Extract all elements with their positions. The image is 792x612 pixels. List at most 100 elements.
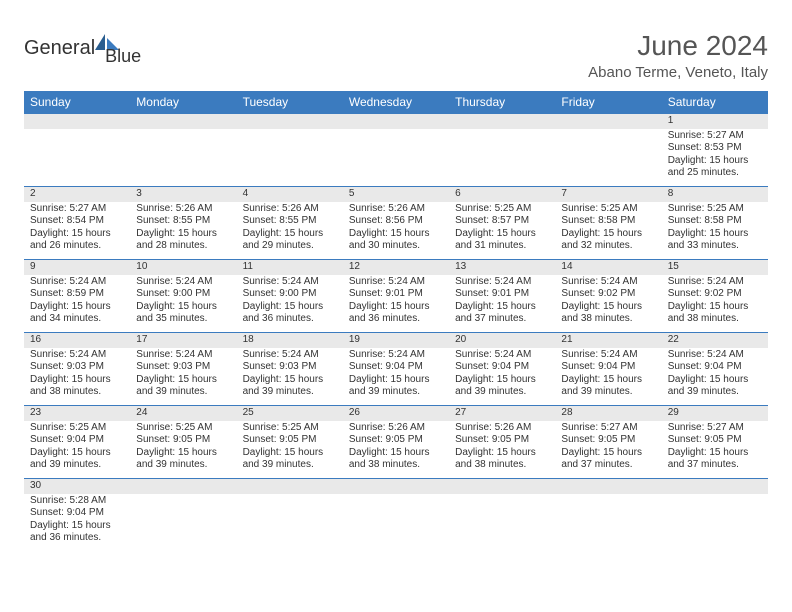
daylight-line: Daylight: 15 hours and 39 minutes. [668,374,762,399]
sunset-line: Sunset: 9:05 PM [136,434,230,447]
day-number: 16 [24,333,130,348]
day-details: Sunrise: 5:27 AMSunset: 9:05 PMDaylight:… [555,421,661,474]
calendar-day-cell: 5Sunrise: 5:26 AMSunset: 8:56 PMDaylight… [343,187,449,260]
day-details: Sunrise: 5:24 AMSunset: 9:03 PMDaylight:… [130,348,236,401]
day-number: 29 [662,406,768,421]
day-number: 22 [662,333,768,348]
sunrise-line: Sunrise: 5:25 AM [668,203,762,216]
day-number-bar [237,479,343,494]
day-number: 5 [343,187,449,202]
sunset-line: Sunset: 8:59 PM [30,288,124,301]
daylight-line: Daylight: 15 hours and 39 minutes. [243,374,337,399]
sunrise-line: Sunrise: 5:24 AM [455,349,549,362]
day-number: 26 [343,406,449,421]
sunrise-line: Sunrise: 5:28 AM [30,495,124,508]
day-number: 9 [24,260,130,275]
calendar-empty-cell [24,114,130,187]
day-number: 13 [449,260,555,275]
daylight-line: Daylight: 15 hours and 39 minutes. [136,447,230,472]
day-number-bar [449,114,555,129]
day-number-bar [130,479,236,494]
calendar-day-cell: 6Sunrise: 5:25 AMSunset: 8:57 PMDaylight… [449,187,555,260]
daylight-line: Daylight: 15 hours and 37 minutes. [668,447,762,472]
sunset-line: Sunset: 9:04 PM [30,434,124,447]
daylight-line: Daylight: 15 hours and 34 minutes. [30,301,124,326]
sunrise-line: Sunrise: 5:24 AM [243,276,337,289]
daylight-line: Daylight: 15 hours and 39 minutes. [349,374,443,399]
sunset-line: Sunset: 9:01 PM [349,288,443,301]
sunrise-line: Sunrise: 5:27 AM [668,130,762,143]
sunset-line: Sunset: 9:04 PM [455,361,549,374]
sunset-line: Sunset: 9:01 PM [455,288,549,301]
day-number-bar [237,114,343,129]
sunrise-line: Sunrise: 5:24 AM [136,349,230,362]
sunrise-line: Sunrise: 5:24 AM [30,349,124,362]
calendar-day-cell: 17Sunrise: 5:24 AMSunset: 9:03 PMDayligh… [130,333,236,406]
calendar-empty-cell [555,479,661,552]
calendar-day-cell: 1Sunrise: 5:27 AMSunset: 8:53 PMDaylight… [662,114,768,187]
sunrise-line: Sunrise: 5:25 AM [561,203,655,216]
calendar-day-cell: 18Sunrise: 5:24 AMSunset: 9:03 PMDayligh… [237,333,343,406]
sunset-line: Sunset: 9:04 PM [561,361,655,374]
calendar-empty-cell [130,114,236,187]
daylight-line: Daylight: 15 hours and 38 minutes. [561,301,655,326]
day-number: 18 [237,333,343,348]
calendar-empty-cell [130,479,236,552]
day-number-bar [449,479,555,494]
calendar-row: 2Sunrise: 5:27 AMSunset: 8:54 PMDaylight… [24,187,768,260]
sunrise-line: Sunrise: 5:24 AM [349,349,443,362]
calendar-table: SundayMondayTuesdayWednesdayThursdayFrid… [24,91,768,552]
day-details: Sunrise: 5:25 AMSunset: 9:04 PMDaylight:… [24,421,130,474]
sunset-line: Sunset: 9:00 PM [243,288,337,301]
sunset-line: Sunset: 8:55 PM [243,215,337,228]
sunrise-line: Sunrise: 5:24 AM [30,276,124,289]
sunrise-line: Sunrise: 5:24 AM [455,276,549,289]
calendar-day-cell: 12Sunrise: 5:24 AMSunset: 9:01 PMDayligh… [343,260,449,333]
day-details: Sunrise: 5:26 AMSunset: 8:55 PMDaylight:… [237,202,343,255]
logo-text-blue: Blue [105,46,141,67]
weekday-header: Friday [555,91,661,114]
daylight-line: Daylight: 15 hours and 39 minutes. [30,447,124,472]
daylight-line: Daylight: 15 hours and 36 minutes. [349,301,443,326]
day-details: Sunrise: 5:24 AMSunset: 9:04 PMDaylight:… [343,348,449,401]
day-number-bar [343,479,449,494]
daylight-line: Daylight: 15 hours and 35 minutes. [136,301,230,326]
day-number: 30 [24,479,130,494]
sunrise-line: Sunrise: 5:24 AM [668,276,762,289]
sunset-line: Sunset: 8:53 PM [668,142,762,155]
daylight-line: Daylight: 15 hours and 37 minutes. [561,447,655,472]
calendar-day-cell: 19Sunrise: 5:24 AMSunset: 9:04 PMDayligh… [343,333,449,406]
calendar-row: 16Sunrise: 5:24 AMSunset: 9:03 PMDayligh… [24,333,768,406]
calendar-day-cell: 7Sunrise: 5:25 AMSunset: 8:58 PMDaylight… [555,187,661,260]
sunset-line: Sunset: 9:04 PM [349,361,443,374]
weekday-header: Sunday [24,91,130,114]
day-number: 2 [24,187,130,202]
calendar-empty-cell [662,479,768,552]
sunrise-line: Sunrise: 5:25 AM [136,422,230,435]
day-details: Sunrise: 5:24 AMSunset: 9:01 PMDaylight:… [343,275,449,328]
calendar-day-cell: 9Sunrise: 5:24 AMSunset: 8:59 PMDaylight… [24,260,130,333]
day-details: Sunrise: 5:24 AMSunset: 9:04 PMDaylight:… [449,348,555,401]
daylight-line: Daylight: 15 hours and 39 minutes. [243,447,337,472]
calendar-day-cell: 29Sunrise: 5:27 AMSunset: 9:05 PMDayligh… [662,406,768,479]
daylight-line: Daylight: 15 hours and 32 minutes. [561,228,655,253]
calendar-day-cell: 25Sunrise: 5:25 AMSunset: 9:05 PMDayligh… [237,406,343,479]
day-number-bar [662,479,768,494]
weekday-header: Tuesday [237,91,343,114]
daylight-line: Daylight: 15 hours and 31 minutes. [455,228,549,253]
sunset-line: Sunset: 8:57 PM [455,215,549,228]
weekday-header-row: SundayMondayTuesdayWednesdayThursdayFrid… [24,91,768,114]
daylight-line: Daylight: 15 hours and 29 minutes. [243,228,337,253]
day-details: Sunrise: 5:27 AMSunset: 8:53 PMDaylight:… [662,129,768,182]
calendar-day-cell: 10Sunrise: 5:24 AMSunset: 9:00 PMDayligh… [130,260,236,333]
day-number: 25 [237,406,343,421]
month-title: June 2024 [588,30,768,62]
day-details: Sunrise: 5:25 AMSunset: 9:05 PMDaylight:… [237,421,343,474]
calendar-day-cell: 26Sunrise: 5:26 AMSunset: 9:05 PMDayligh… [343,406,449,479]
location-text: Abano Terme, Veneto, Italy [588,64,768,81]
day-number: 20 [449,333,555,348]
calendar-day-cell: 14Sunrise: 5:24 AMSunset: 9:02 PMDayligh… [555,260,661,333]
sunrise-line: Sunrise: 5:25 AM [243,422,337,435]
daylight-line: Daylight: 15 hours and 38 minutes. [349,447,443,472]
calendar-day-cell: 28Sunrise: 5:27 AMSunset: 9:05 PMDayligh… [555,406,661,479]
